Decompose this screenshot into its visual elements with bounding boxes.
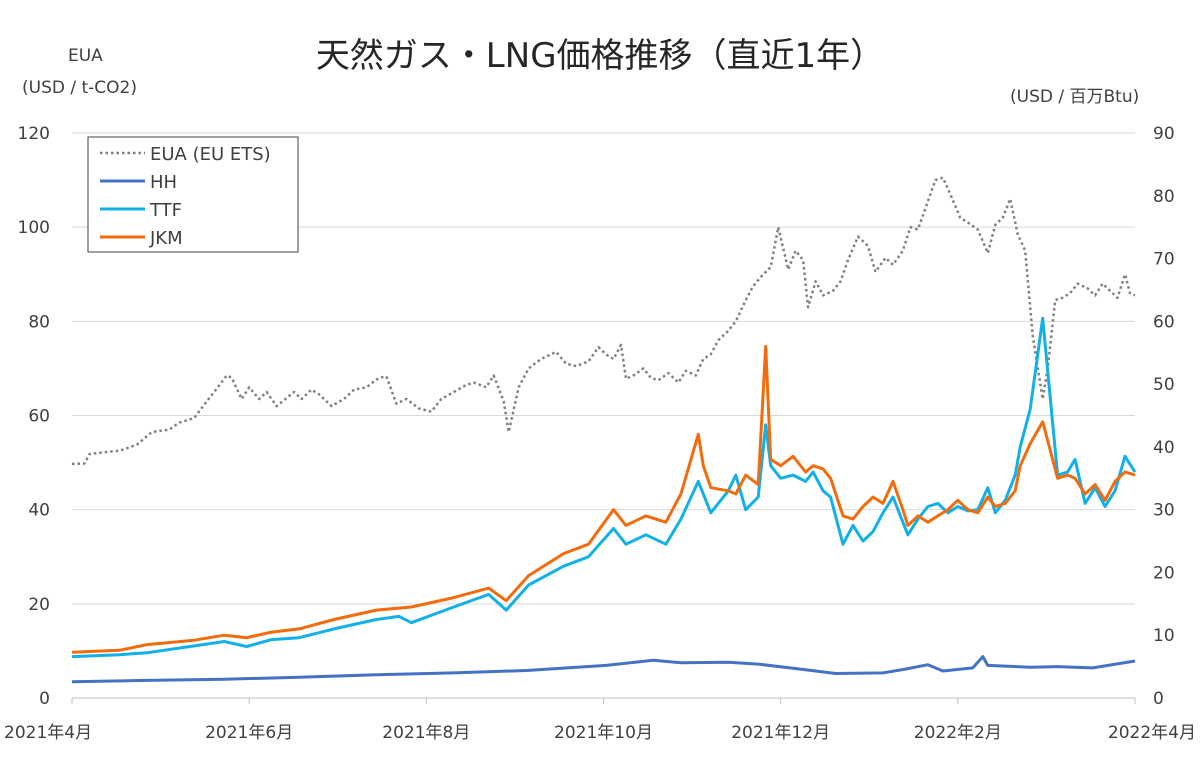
left-tick-label: 20 [28, 595, 50, 615]
x-tick-label: 2021年6月 [205, 723, 293, 743]
left-tick-label: 40 [28, 501, 50, 521]
legend: EUA (EU ETS) HH TTF JKM [87, 136, 299, 253]
series-lines [71, 176, 1137, 684]
left-tick-label: 100 [18, 218, 50, 238]
right-tick-label: 70 [1153, 250, 1175, 270]
left-axis-ticks: 0 20 40 60 80 100 120 [18, 124, 50, 709]
legend-label: JKM [149, 228, 183, 249]
right-tick-label: 50 [1153, 375, 1175, 395]
series-line-hh [71, 655, 1136, 684]
left-axis-label-line1: EUA [68, 46, 103, 66]
right-tick-label: 0 [1153, 689, 1164, 709]
series-line-ttf [71, 316, 1137, 659]
chart-title: 天然ガス・LNG価格推移（直近1年） [315, 36, 885, 76]
x-tick-label: 2021年12月 [731, 723, 830, 743]
right-tick-label: 60 [1153, 312, 1175, 332]
legend-label: HH [150, 172, 177, 193]
series-line-jkm [71, 344, 1136, 654]
x-tick-label: 2021年8月 [382, 723, 470, 743]
legend-label: EUA (EU ETS) [150, 144, 271, 165]
x-tick-label: 2022年2月 [914, 723, 1002, 743]
right-tick-label: 30 [1153, 501, 1175, 521]
series-line-eua [71, 176, 1136, 466]
right-tick-label: 10 [1153, 626, 1175, 646]
x-tick-label: 2022年4月 [1108, 723, 1196, 743]
right-tick-label: 80 [1153, 187, 1175, 207]
x-axis-ticks: 2021年4月 2021年6月 2021年8月 2021年10月 2021年12月 202… [4, 698, 1196, 743]
legend-label: TTF [149, 200, 182, 221]
right-axis-label: (USD / 百万Btu) [1010, 87, 1140, 107]
right-tick-label: 90 [1153, 124, 1175, 144]
left-tick-label: 80 [28, 312, 50, 332]
left-axis-label-line2: (USD / t-CO2) [22, 78, 137, 98]
right-axis-ticks: 0 10 20 30 40 50 60 70 80 90 [1153, 124, 1175, 709]
right-tick-label: 20 [1153, 563, 1175, 583]
left-tick-label: 0 [39, 689, 50, 709]
x-tick-label: 2021年4月 [4, 723, 92, 743]
legend-box [87, 136, 299, 253]
left-tick-label: 120 [18, 124, 50, 144]
left-tick-label: 60 [28, 407, 50, 427]
x-tick-label: 2021年10月 [554, 723, 653, 743]
right-tick-label: 40 [1153, 438, 1175, 458]
